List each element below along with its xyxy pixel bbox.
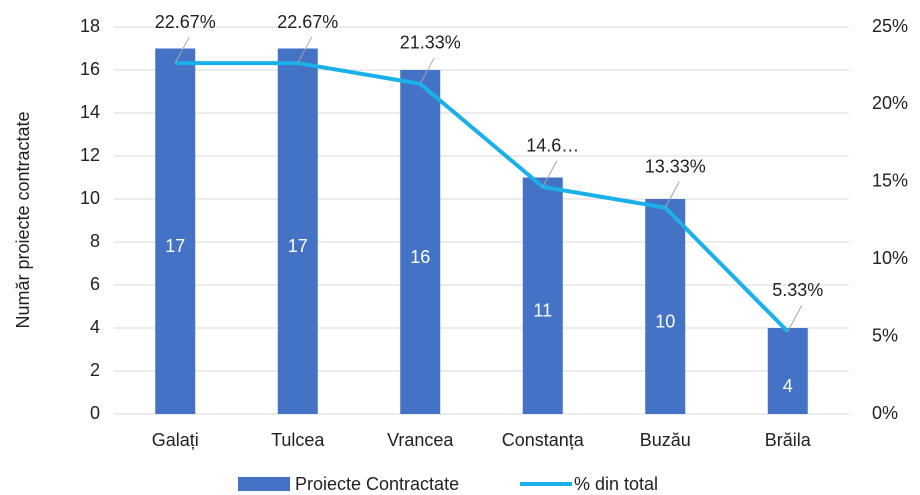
y-tick-label: 16 — [80, 59, 100, 79]
y-axis-label: Număr proiecte contractate — [13, 111, 33, 328]
y2-tick-label: 5% — [872, 325, 898, 345]
x-tick-label: Buzău — [640, 430, 691, 450]
legend-swatch — [238, 477, 290, 491]
y2-tick-label: 15% — [872, 171, 908, 191]
line-value-label: 21.33% — [400, 33, 461, 53]
bar-value-label: 17 — [288, 236, 308, 256]
leader-line — [174, 36, 190, 64]
line-value-label: 22.67% — [155, 12, 216, 32]
legend-label: % din total — [574, 474, 658, 494]
bar-value-label: 4 — [783, 376, 793, 396]
y2-tick-label: 0% — [872, 403, 898, 423]
bar-value-label: 17 — [165, 236, 185, 256]
bar — [522, 177, 563, 414]
bar — [767, 328, 808, 414]
y-tick-label: 14 — [80, 102, 100, 122]
bar-value-label: 16 — [410, 247, 430, 267]
y-tick-label: 2 — [90, 360, 100, 380]
x-tick-label: Vrancea — [387, 430, 454, 450]
line-value-label: 22.67% — [277, 12, 338, 32]
bar-value-label: 10 — [655, 311, 675, 331]
leader-line — [787, 305, 803, 332]
y-tick-label: 8 — [90, 231, 100, 251]
y-tick-label: 10 — [80, 188, 100, 208]
leader-line — [664, 181, 680, 208]
line-value-label: 5.33% — [772, 280, 823, 300]
bar — [400, 70, 441, 414]
line-value-label: 13.33% — [645, 156, 706, 176]
y-tick-label: 4 — [90, 317, 100, 337]
leader-line — [297, 36, 313, 64]
x-tick-label: Brăila — [765, 430, 812, 450]
y-tick-label: 6 — [90, 274, 100, 294]
x-tick-label: Tulcea — [271, 430, 325, 450]
bar — [645, 199, 686, 414]
bar — [155, 48, 196, 414]
y-tick-label: 0 — [90, 403, 100, 423]
leader-line — [542, 160, 558, 188]
legend-label: Proiecte Contractate — [295, 474, 459, 494]
bar-value-label: 11 — [533, 301, 552, 321]
y-tick-label: 18 — [80, 16, 100, 36]
x-tick-label: Constanța — [502, 430, 585, 450]
line — [175, 61, 790, 333]
y-tick-label: 12 — [80, 145, 100, 165]
y2-tick-label: 25% — [872, 16, 908, 36]
line-value-label: 14.6… — [526, 136, 579, 156]
y2-tick-label: 20% — [872, 93, 908, 113]
leader-line — [419, 57, 435, 85]
bar — [277, 48, 318, 414]
x-tick-label: Galați — [152, 430, 199, 450]
y2-tick-label: 10% — [872, 248, 908, 268]
